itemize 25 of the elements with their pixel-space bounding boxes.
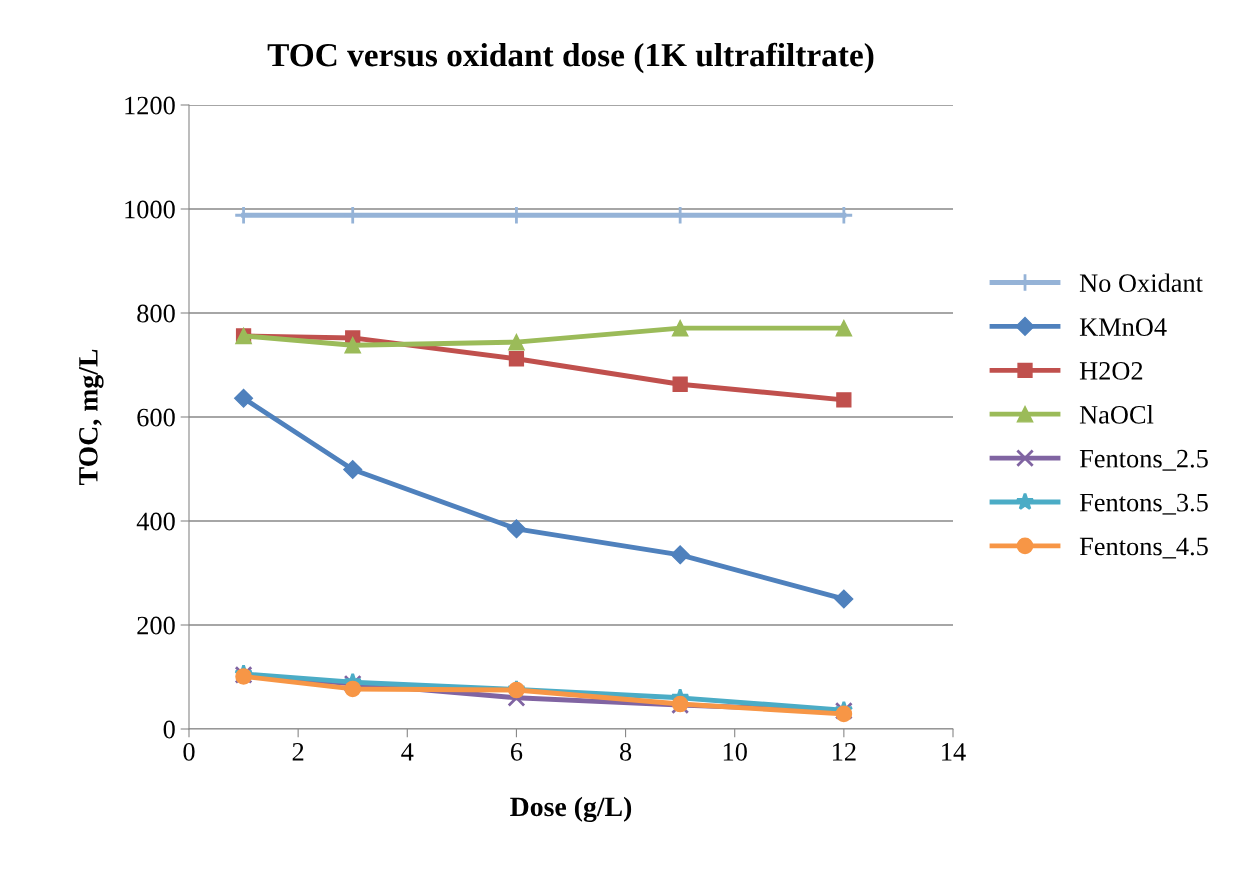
y-tick-label: 1200 xyxy=(125,96,175,115)
x-tick-label: 2 xyxy=(292,743,304,761)
x-tick-label: 8 xyxy=(619,742,632,761)
legend-label: Fentons_2.5 xyxy=(1079,449,1208,471)
y-axis-title: TOC, mg/L xyxy=(79,349,104,485)
y-tick-label: 400 xyxy=(136,512,175,531)
legend-label: No Oxidant xyxy=(1079,273,1203,293)
x-axis-title: Dose (g/L) xyxy=(510,796,632,823)
x-tick-label: 6 xyxy=(510,743,523,761)
x-tick-label: 4 xyxy=(401,743,414,761)
y-tick-label: 200 xyxy=(137,616,175,635)
x-tick-label: 12 xyxy=(832,743,856,761)
x-tick-label: 14 xyxy=(942,743,966,761)
x-tick-label: 0 xyxy=(183,742,195,761)
y-tick-label: 800 xyxy=(137,304,175,323)
x-tick-label: 10 xyxy=(723,742,747,761)
y-tick-label: 1000 xyxy=(125,200,175,219)
y-tick-label: 0 xyxy=(163,720,175,739)
legend-label: KMnO4 xyxy=(1079,318,1167,336)
y-tick-label: 600 xyxy=(137,408,175,427)
legend-label: Fentons_3.5 xyxy=(1079,493,1208,515)
chart-title: TOC versus oxidant dose (1K ultrafiltrate) xyxy=(267,42,874,74)
legend-label: Fentons_4.5 xyxy=(1079,537,1208,559)
legend-label: H2O2 xyxy=(1079,362,1143,380)
legend-label: NaOCl xyxy=(1079,405,1154,424)
